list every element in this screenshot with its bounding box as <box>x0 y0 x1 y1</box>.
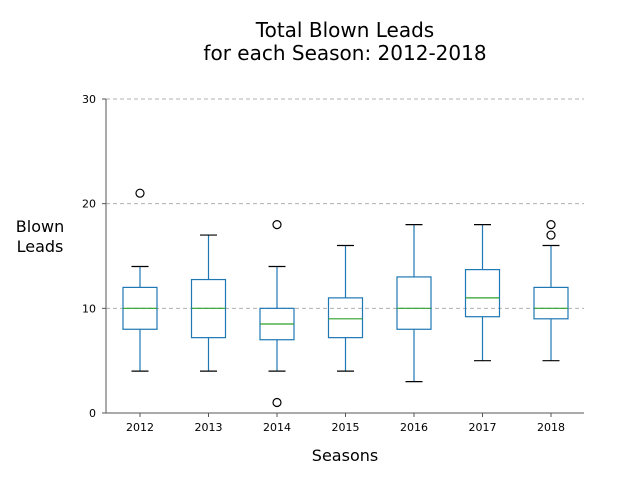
box-2012 <box>122 188 158 372</box>
y-axis-label-line-1: Blown <box>16 217 64 236</box>
box-2018 <box>533 220 569 362</box>
iqr-box <box>533 286 569 320</box>
iqr-box <box>396 276 432 330</box>
axes <box>102 98 584 417</box>
iqr-box <box>327 297 364 339</box>
x-tick-label: 2017 <box>469 421 497 434</box>
y-tick-label: 20 <box>82 198 96 211</box>
x-tick-label: 2018 <box>537 421 565 434</box>
box-2017 <box>464 224 501 362</box>
x-tick-label: 2014 <box>263 421 291 434</box>
outlier-point <box>546 220 556 230</box>
outlier-point <box>135 188 145 198</box>
box-2015 <box>327 244 364 372</box>
y-tick-label: 0 <box>89 407 96 420</box>
y-tick-label: 10 <box>82 302 96 315</box>
y-tick-label: 30 <box>82 93 96 106</box>
grid-lines <box>106 98 584 309</box>
boxes <box>122 188 569 408</box>
y-axis-label-line-2: Leads <box>17 237 64 256</box>
tick-labels: 0 10 20 30 2012 2013 2014 2015 2016 2017 2018 <box>82 93 565 434</box>
box-2013 <box>190 234 227 372</box>
x-axis-label: Seasons <box>312 446 378 465</box>
chart-title-line-1: Total Blown Leads <box>255 18 434 42</box>
x-tick-label: 2015 <box>332 421 360 434</box>
x-tick-label: 2012 <box>126 421 154 434</box>
iqr-box <box>464 269 501 318</box>
box-2014 <box>259 220 295 408</box>
x-tick-label: 2016 <box>400 421 428 434</box>
chart-title-line-2: for each Season: 2012-2018 <box>203 41 486 65</box>
x-tick-label: 2013 <box>195 421 223 434</box>
outlier-point <box>272 397 282 408</box>
box-2016 <box>396 224 432 383</box>
outlier-point <box>546 230 556 240</box>
outlier-point <box>272 220 282 230</box>
